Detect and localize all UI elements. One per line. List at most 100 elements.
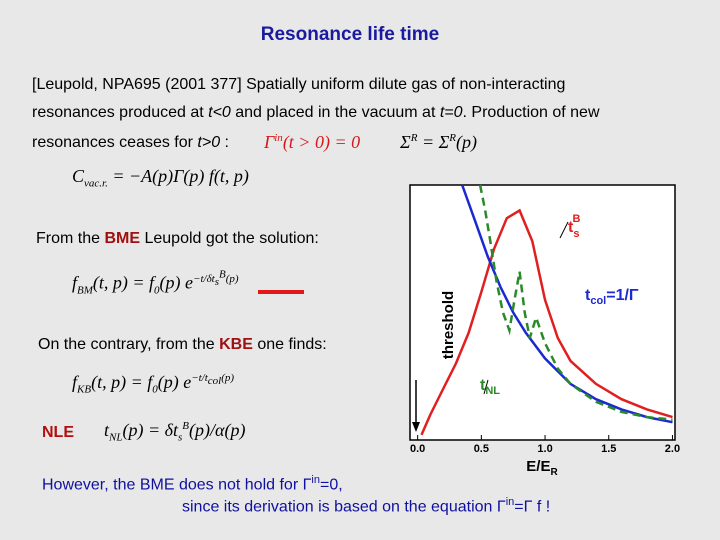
x-tick-label: 2.0 [665,443,680,455]
eq-part: t [104,420,110,440]
equation: fBM(t, p) = f0(p) e−t/δtsB(p) [72,268,239,296]
text: t=0 [439,104,463,121]
series-label: tNL [480,377,500,397]
eq-part: (p) [221,372,235,384]
chart: 0.0 0.5 1.0 1.5 2.0E/ERthresholdtsBtcol=1/Γt… [409,184,680,478]
eq-part: −t/δt [193,272,215,285]
text: KBE [219,336,253,353]
series-label-part: =1/Γ [606,287,639,304]
text: since its derivation is based on the equ… [182,498,506,516]
eq-part: (p) e [157,372,192,392]
eq-part: −t/δtsB(p) [193,268,239,288]
text: However, the BME does not hold for Γ [42,476,312,494]
series-line [420,208,673,436]
x-tick-label: 1.0 [537,443,552,455]
eq-part: BM [77,284,93,297]
equation: Cvac.r. = −A(p)Γ(p) f(t, p) [72,166,249,190]
text: . Production of new [462,104,600,121]
intro-line: resonances ceases for t>0 : [32,134,229,152]
x-tick-label: 0.0 [410,443,425,455]
series-label-part: t [480,377,486,394]
x-axis-label-part: R [550,467,558,478]
series-label-part: B [572,213,580,225]
eq-part: 0 [154,284,160,297]
series-label-part: t [585,287,591,304]
x-axis-label-part: E/E [526,458,550,475]
eq-part: Σ [400,132,411,152]
eq-part: (p) [225,272,239,285]
text: From the [36,230,105,247]
nle-label: NLE [42,424,74,441]
eq-part: col [207,375,222,388]
eq-part: s [214,275,220,288]
series-line [461,184,673,424]
y-axis-label: threshold [440,291,457,359]
eq-part: vac.r. [84,177,108,190]
eq-part: −t/t [191,372,208,384]
pointer [559,221,569,239]
eq-part: (t, p) = f [92,272,155,293]
eq-part: in [274,132,283,144]
text: =Γ f ! [514,498,551,516]
footer-line: since its derivation is based on the equ… [182,496,550,516]
eq-part: f [72,272,78,293]
eq-part: s [178,431,183,444]
eq-part: R [410,132,418,144]
eq-part: (p) = δt [122,420,178,440]
text: BME [104,230,141,247]
series-label-part: s [573,228,579,240]
eq-part: B [182,420,190,432]
arrow-head [412,422,420,432]
eq-part: f [72,372,78,392]
eq-part: C [72,166,85,186]
equation: tNL(p) = δtsB(p)/α(p) [104,420,245,444]
text: : [220,134,229,151]
eq-part: (p)/α(p) [189,420,246,440]
footer-line: However, the BME does not hold for Γin=0… [42,474,343,494]
series-label: tsB [568,213,580,240]
text: t>0 [197,134,221,151]
eq-part: (p) [456,132,478,152]
text: t<0 [208,104,231,121]
series-label-part: t [568,219,574,236]
text: Leupold got the solution: [140,230,319,247]
eq-part: (t > 0) = 0 [282,132,361,152]
series-label-part: NL [485,385,500,397]
text: =0, [319,476,343,494]
eq-part: = Σ [417,132,450,152]
eq-part: (t, p) = f [91,372,153,392]
series-label-part: col [590,295,606,307]
equation: ΣR = ΣR(p) [400,132,477,153]
pointer [483,379,489,395]
x-axis-label: E/ER [526,458,558,478]
eq-part: −t/tcol(p) [191,372,235,388]
text: resonances ceases for [32,134,198,151]
eq-part: NL [109,431,123,444]
title: Resonance life time [260,24,440,45]
eq-part: B [219,268,226,280]
text: On the contrary, from the [38,336,220,353]
highlight-bar [258,290,304,294]
text: and placed in the vacuum at [230,104,440,121]
x-tick-label: 1.5 [601,443,616,455]
series-label: tcol=1/Γ [585,287,639,307]
text: in [311,474,320,486]
eq-part: R [449,132,457,144]
intro-line: resonances produced at t<0 and placed in… [32,104,600,122]
eq-part: (p) e [159,272,194,293]
text: in [505,496,515,508]
x-tick-label: 0.5 [474,443,489,455]
equation: Γin(t > 0) = 0 [264,132,360,153]
text: resonances produced at [32,104,209,121]
eq-part: 0 [152,383,158,396]
intro-line: [Leupold, NPA695 (2001 377] Spatially un… [32,76,566,93]
eq-part: = −A(p)Γ(p) f(t, p) [107,166,249,186]
eq-part: Γ [264,132,275,152]
eq-part: KB [77,383,92,396]
bme-text: From the BME Leupold got the solution: [36,230,319,248]
text: one finds: [252,336,327,353]
equation: fKB(t, p) = f0(p) e−t/tcol(p) [72,372,234,396]
series-line [478,184,673,421]
plot-frame [409,184,676,441]
